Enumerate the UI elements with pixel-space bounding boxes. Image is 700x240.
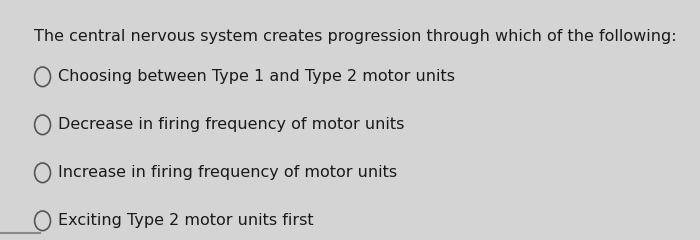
Text: Exciting Type 2 motor units first: Exciting Type 2 motor units first (58, 213, 314, 228)
Text: Increase in firing frequency of motor units: Increase in firing frequency of motor un… (58, 165, 398, 180)
Text: Decrease in firing frequency of motor units: Decrease in firing frequency of motor un… (58, 117, 405, 132)
Text: Choosing between Type 1 and Type 2 motor units: Choosing between Type 1 and Type 2 motor… (58, 69, 456, 84)
Text: The central nervous system creates progression through which of the following:: The central nervous system creates progr… (34, 29, 677, 44)
